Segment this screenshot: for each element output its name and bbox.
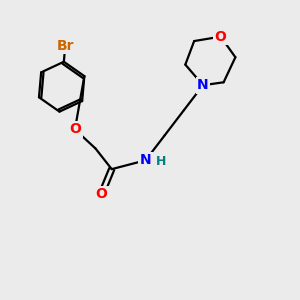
Text: N: N (197, 78, 209, 92)
Text: O: O (69, 122, 81, 136)
Text: O: O (95, 187, 107, 201)
Text: N: N (140, 153, 152, 167)
Text: H: H (156, 155, 166, 168)
Text: Br: Br (56, 39, 74, 52)
Text: O: O (215, 30, 226, 44)
